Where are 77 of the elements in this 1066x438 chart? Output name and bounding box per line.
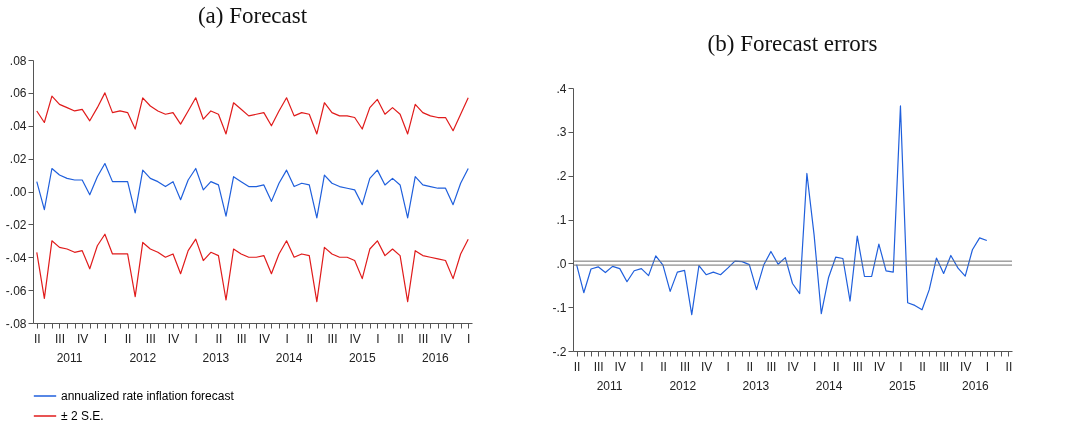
x-tick-label: IV — [258, 331, 271, 346]
y-tick-label: .2 — [556, 169, 567, 184]
line-series — [576, 105, 988, 316]
x-tick-label: I — [376, 331, 380, 346]
x-tick-label: III — [236, 331, 247, 346]
x-tick-label: II — [397, 331, 404, 346]
x-tick-label: II — [919, 359, 926, 374]
x-tick-label: I — [899, 359, 903, 374]
x-tick-label: IV — [700, 359, 713, 374]
line-series — [36, 233, 469, 303]
text: 2014 — [815, 379, 843, 393]
x-tick-label: III — [852, 359, 863, 374]
x-tick-label: II — [573, 359, 581, 374]
x-tick-label: I — [640, 359, 644, 374]
y-tick-label: -.08 — [5, 316, 27, 331]
y-tick-label: .0 — [556, 256, 567, 271]
x-tick-label: I — [467, 331, 471, 346]
x-tick-label: I — [726, 359, 730, 374]
text: 2012 — [129, 351, 157, 365]
x-tick-label: III — [327, 331, 338, 346]
x-tick-label: I — [103, 331, 108, 346]
chart-title: (b) Forecast errors — [707, 31, 878, 56]
x-tick-label: IV — [787, 359, 799, 374]
y-tick-label: .3 — [556, 125, 567, 140]
y-tick-label: -.06 — [5, 283, 27, 298]
x-tick-label: III — [939, 359, 950, 374]
x-tick-label: II — [306, 331, 314, 346]
x-tick-label: IV — [960, 359, 972, 374]
chart-title: (a) Forecast — [197, 3, 308, 28]
text: 2011 — [596, 379, 623, 393]
text: 2014 — [275, 351, 303, 365]
y-tick-label: .06 — [9, 86, 27, 101]
y-tick-label: .00 — [9, 185, 27, 199]
y-tick-label: .4 — [556, 81, 567, 96]
x-tick-label: I — [194, 331, 198, 346]
x-tick-label: II — [215, 331, 223, 346]
y-tick-label: .1 — [556, 213, 567, 227]
text: 2013 — [202, 351, 230, 365]
text: 2013 — [742, 379, 770, 393]
y-tick-label: -.02 — [5, 217, 27, 232]
x-tick-label: III — [54, 331, 65, 346]
x-tick-label: IV — [873, 359, 886, 374]
legend-label: ± 2 S.E. — [61, 409, 104, 423]
line-series — [36, 162, 469, 219]
x-tick-label: III — [418, 331, 429, 346]
x-tick-label: II — [832, 359, 840, 374]
x-tick-label: I — [812, 359, 817, 374]
line-series — [36, 92, 469, 135]
x-tick-label: IV — [167, 331, 180, 346]
text: 2015 — [888, 379, 916, 393]
y-tick-label: .08 — [9, 53, 27, 68]
x-tick-label: II — [1005, 359, 1013, 374]
y-tick-label: -.1 — [552, 300, 567, 315]
text: 2011 — [56, 351, 83, 365]
x-tick-label: IV — [614, 359, 626, 374]
x-tick-label: IV — [77, 331, 89, 346]
x-tick-label: III — [766, 359, 777, 374]
y-tick-label: -.04 — [5, 250, 27, 265]
y-tick-label: .02 — [9, 152, 27, 167]
text: 2012 — [669, 379, 697, 393]
y-tick-label: .04 — [9, 119, 27, 134]
legend-label: annualized rate inflation forecast — [61, 389, 235, 403]
text: 2016 — [422, 351, 450, 365]
x-tick-label: II — [33, 331, 41, 346]
text: 2016 — [962, 379, 990, 393]
x-tick-label: III — [593, 359, 604, 374]
x-tick-label: IV — [349, 331, 361, 346]
text: 2015 — [348, 351, 376, 365]
x-tick-label: II — [660, 359, 667, 374]
x-tick-label: III — [145, 331, 156, 346]
x-tick-label: II — [124, 331, 132, 346]
x-tick-label: I — [285, 331, 289, 346]
y-tick-label: -.2 — [552, 344, 567, 359]
x-tick-label: II — [746, 359, 754, 374]
x-tick-label: I — [985, 359, 989, 374]
x-tick-label: III — [680, 359, 691, 374]
x-tick-label: IV — [440, 331, 452, 346]
